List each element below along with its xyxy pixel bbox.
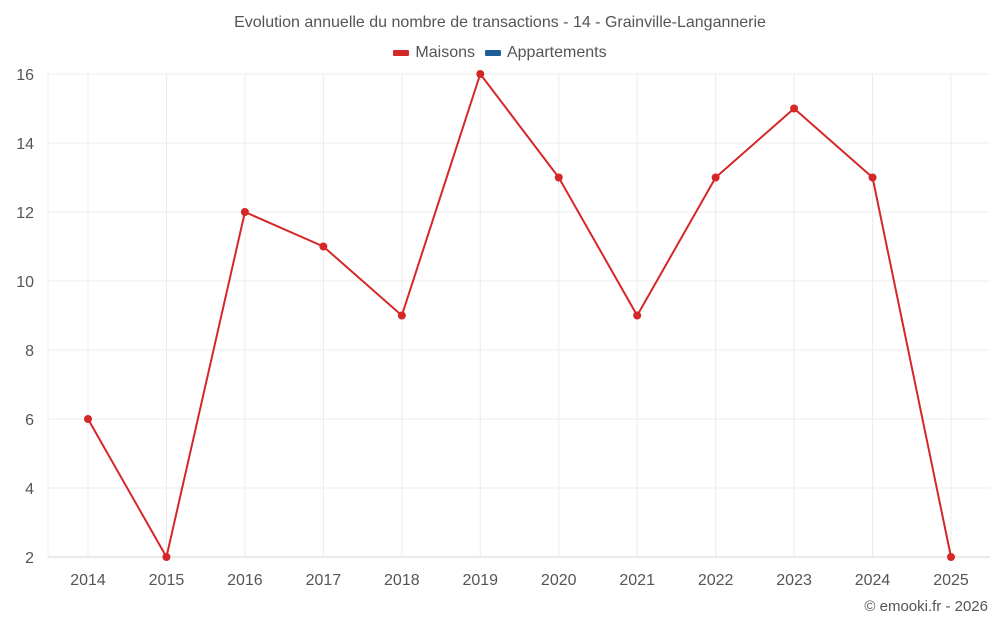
data-point-maisons-2025 bbox=[947, 553, 955, 561]
data-point-maisons-2018 bbox=[397, 311, 406, 320]
legend: Maisons Appartements bbox=[0, 44, 1000, 62]
data-point-maisons-2024 bbox=[868, 173, 877, 182]
legend-label-maisons: Maisons bbox=[415, 44, 475, 61]
data-point-maisons-2017 bbox=[319, 242, 328, 251]
y-tick-label: 14 bbox=[16, 136, 34, 153]
series-line-maisons bbox=[87, 73, 952, 558]
x-tick-label: 2022 bbox=[698, 572, 734, 589]
x-tick-label: 2015 bbox=[149, 572, 185, 589]
data-point-maisons-2020 bbox=[554, 173, 563, 182]
y-tick-label: 8 bbox=[25, 343, 34, 360]
legend-item-maisons[interactable]: Maisons bbox=[393, 44, 475, 62]
x-tick-label: 2018 bbox=[384, 572, 420, 589]
data-point-maisons-2022 bbox=[711, 173, 720, 182]
axes: 2 4 6 8 10 12 14 16 2014 2015 2016 2017 2018 2019 2020… bbox=[16, 67, 990, 589]
x-tick-label: 2019 bbox=[462, 572, 498, 589]
data-point-maisons-2021 bbox=[633, 311, 642, 320]
x-tick-label: 2024 bbox=[855, 572, 891, 589]
data-point-maisons-2015 bbox=[162, 553, 171, 561]
y-tick-label: 16 bbox=[16, 67, 34, 84]
data-point-maisons-2019 bbox=[476, 70, 485, 78]
x-tick-label: 2016 bbox=[227, 572, 263, 589]
data-point-maisons-2023 bbox=[790, 104, 799, 113]
y-tick-label: 10 bbox=[16, 274, 34, 291]
legend-label-appartements: Appartements bbox=[506, 44, 607, 61]
x-tick-label: 2020 bbox=[541, 572, 577, 589]
x-tick-label: 2017 bbox=[306, 572, 342, 589]
y-tick-label: 6 bbox=[25, 412, 34, 429]
grid bbox=[47, 73, 990, 558]
x-tick-label: 2023 bbox=[776, 572, 812, 589]
chart-title: Evolution annuelle du nombre de transact… bbox=[234, 14, 766, 31]
data-point-maisons-2014 bbox=[84, 415, 92, 423]
x-tick-label: 2014 bbox=[70, 572, 106, 589]
y-tick-label: 12 bbox=[16, 205, 34, 222]
x-tick-label: 2025 bbox=[933, 572, 969, 589]
y-tick-label: 2 bbox=[25, 550, 34, 567]
legend-swatch-appartements bbox=[484, 50, 501, 56]
series bbox=[84, 70, 955, 561]
x-tick-label: 2021 bbox=[619, 572, 655, 589]
legend-swatch-maisons bbox=[393, 50, 410, 56]
credit-text: © emooki.fr - 2026 bbox=[864, 598, 988, 615]
data-point-maisons-2016 bbox=[240, 208, 249, 216]
legend-item-appartements[interactable]: Appartements bbox=[484, 44, 607, 62]
y-tick-label: 4 bbox=[25, 481, 34, 498]
